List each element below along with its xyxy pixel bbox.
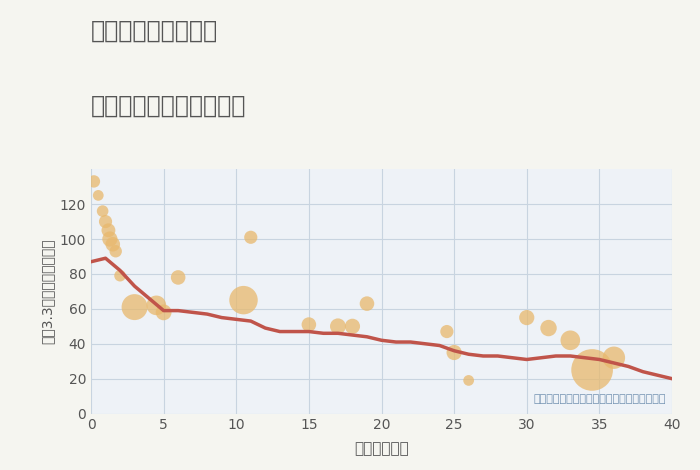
- Point: [92, 192, 104, 199]
- Point: [103, 227, 114, 234]
- Point: [521, 314, 532, 321]
- Text: 築年数別中古戸建て価格: 築年数別中古戸建て価格: [91, 94, 246, 118]
- Point: [104, 235, 116, 243]
- Point: [449, 349, 460, 356]
- Point: [587, 366, 598, 374]
- Text: 三重県桑名市小泉の: 三重県桑名市小泉の: [91, 19, 218, 43]
- Point: [441, 328, 452, 335]
- Point: [114, 272, 126, 280]
- Point: [346, 322, 358, 330]
- Point: [463, 376, 475, 384]
- Point: [88, 178, 99, 185]
- Point: [97, 207, 108, 215]
- Point: [543, 324, 554, 332]
- Point: [129, 303, 140, 311]
- Point: [150, 302, 162, 309]
- Point: [107, 241, 118, 248]
- Point: [332, 322, 344, 330]
- Point: [303, 321, 314, 329]
- Point: [245, 234, 256, 241]
- Point: [172, 274, 183, 281]
- X-axis label: 築年数（年）: 築年数（年）: [354, 441, 409, 456]
- Point: [565, 337, 576, 344]
- Point: [608, 354, 620, 361]
- Text: 円の大きさは、取引のあった物件面積を示す: 円の大きさは、取引のあった物件面積を示す: [533, 394, 666, 404]
- Point: [110, 248, 121, 255]
- Point: [361, 300, 372, 307]
- Point: [158, 309, 169, 316]
- Point: [100, 218, 111, 225]
- Y-axis label: 坪（3.3㎡）単価（万円）: 坪（3.3㎡）単価（万円）: [40, 239, 54, 344]
- Point: [238, 297, 249, 304]
